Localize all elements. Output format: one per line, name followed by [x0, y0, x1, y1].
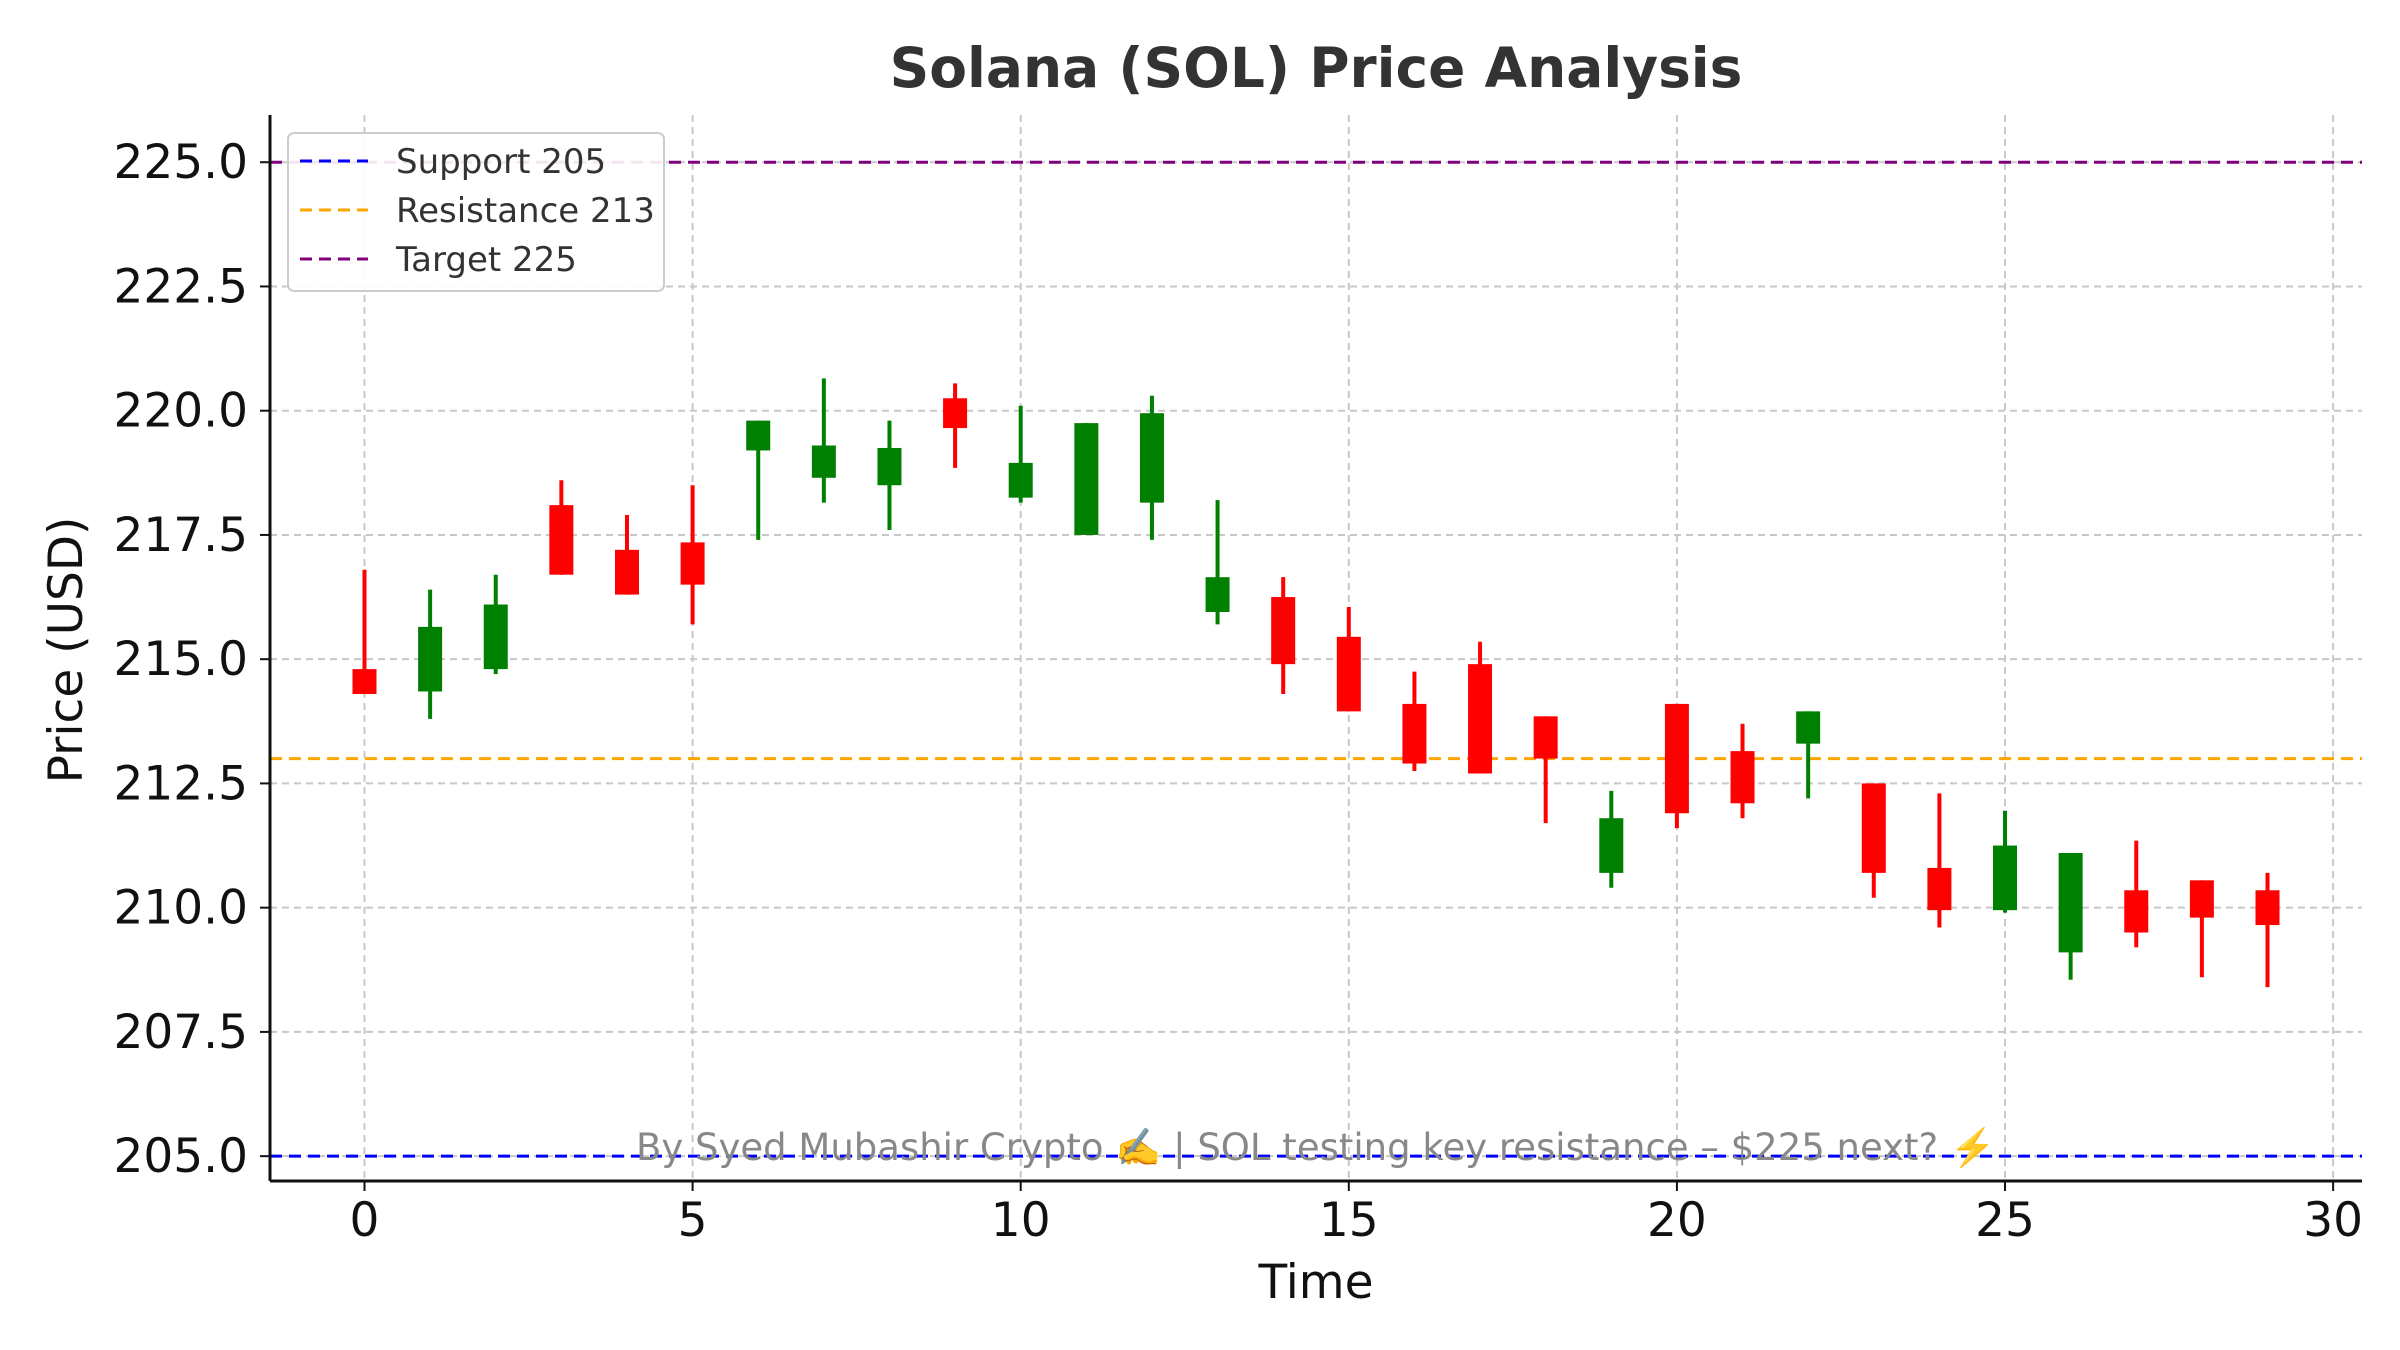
candle-body: [1205, 577, 1230, 612]
candle-body: [418, 626, 443, 692]
legend-label: Support 205: [396, 142, 606, 182]
candle-body: [1993, 845, 2018, 911]
x-axis-label: Time: [1257, 1255, 1373, 1310]
legend-label: Target 225: [395, 240, 577, 280]
candle-body: [1861, 783, 1886, 873]
y-tick-label: 225.0: [113, 135, 248, 190]
legend-label: Resistance 213: [396, 191, 655, 231]
candle-body: [2058, 853, 2083, 953]
axes: [260, 115, 2362, 1191]
x-tick-label: 10: [991, 1193, 1051, 1248]
x-tick-label: 20: [1647, 1193, 1707, 1248]
x-tick-label: 25: [1975, 1193, 2035, 1248]
y-tick-label: 212.5: [113, 756, 248, 811]
legend-box: [287, 132, 665, 292]
y-tick-label: 222.5: [113, 259, 248, 314]
x-tick-label: 0: [350, 1193, 380, 1248]
candles: [352, 378, 2280, 988]
candle-body: [352, 669, 377, 694]
x-tick-label: 30: [2303, 1193, 2363, 1248]
candle-body: [1796, 711, 1821, 744]
candle-body: [483, 604, 508, 670]
candle-body: [1730, 751, 1755, 804]
candle-body: [943, 398, 968, 429]
watermark-annotation: By Syed Mubashir Crypto ✍️ | SOL testing…: [636, 1126, 1996, 1170]
legend: Support 205 Resistance 213 Target 225: [287, 132, 665, 292]
y-tick-label: 215.0: [113, 632, 248, 687]
y-tick-label: 217.5: [113, 508, 248, 563]
candle-body: [549, 505, 574, 575]
candle-body: [614, 549, 639, 595]
candle-body: [2255, 890, 2280, 926]
candle-body: [1533, 716, 1558, 759]
candle-body: [1927, 867, 1952, 911]
candle-body: [1468, 664, 1493, 774]
tick-labels: 0 5 10 15 20 25 30 205.0 207.5 210.0 212.5 215.0 217…: [113, 135, 2363, 1248]
candle-body: [1664, 703, 1689, 814]
y-axis-label: Price (USD): [39, 517, 94, 784]
candle-body: [811, 445, 836, 478]
candle-body: [2124, 890, 2149, 933]
y-tick-label: 210.0: [113, 881, 248, 936]
y-tick-label: 205.0: [113, 1129, 248, 1184]
candle-body: [1074, 423, 1099, 535]
candle-body: [1008, 462, 1033, 498]
candle-body: [2189, 880, 2214, 918]
candle-body: [1336, 636, 1361, 712]
candle-body: [1402, 703, 1427, 764]
candle-body: [1271, 597, 1296, 665]
y-tick-label: 220.0: [113, 384, 248, 439]
chart-title: Solana (SOL) Price Analysis: [890, 36, 1743, 100]
candle-body: [746, 420, 771, 451]
candle-body: [1139, 413, 1164, 503]
candle-body: [877, 447, 902, 486]
x-tick-label: 15: [1319, 1193, 1379, 1248]
candle-body: [1599, 818, 1624, 873]
y-tick-label: 207.5: [113, 1005, 248, 1060]
candle-body: [680, 542, 705, 585]
x-tick-label: 5: [678, 1193, 708, 1248]
